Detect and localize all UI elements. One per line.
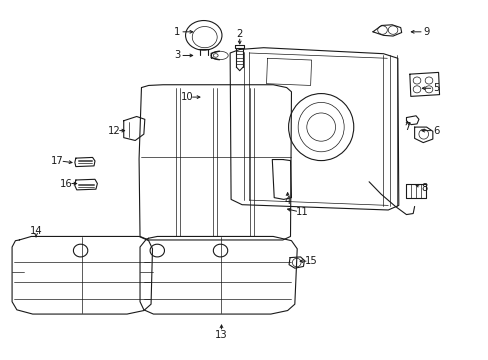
Text: 9: 9 [423,27,429,37]
Text: 8: 8 [420,183,427,193]
Text: 5: 5 [432,83,439,93]
Text: 12: 12 [107,126,120,136]
Text: 7: 7 [404,122,410,132]
Text: 13: 13 [215,329,227,339]
Text: 3: 3 [174,50,180,60]
Text: 14: 14 [30,226,42,236]
Text: 11: 11 [295,207,308,217]
Text: 17: 17 [51,156,64,166]
Text: 10: 10 [180,92,193,102]
Text: 4: 4 [284,196,290,206]
Text: 1: 1 [174,27,180,37]
Text: 15: 15 [305,256,317,266]
Text: 16: 16 [60,179,72,189]
Text: 2: 2 [236,28,243,39]
Text: 6: 6 [432,126,439,136]
